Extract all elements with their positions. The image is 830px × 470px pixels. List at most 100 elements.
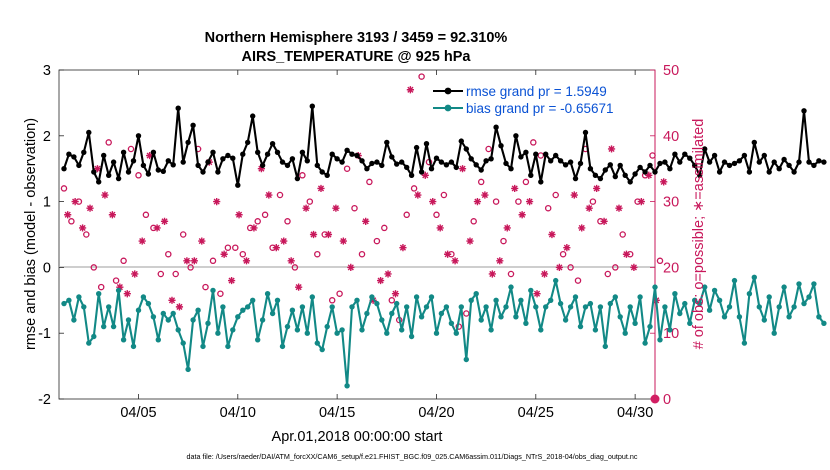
rmse-point <box>250 113 256 119</box>
x-tick-label: 04/30 <box>617 405 653 421</box>
bias-point <box>508 284 514 290</box>
obs-assimilated-series <box>64 86 668 311</box>
rmse-point <box>523 149 529 155</box>
bias-point <box>697 300 703 307</box>
bias-point <box>339 327 345 333</box>
obs-assimilated-point <box>660 178 668 186</box>
rmse-point <box>731 160 738 167</box>
rmse-point <box>736 158 743 164</box>
obs-assimilated-point <box>101 191 109 199</box>
bias-point <box>677 310 683 317</box>
legend-rmse-marker <box>444 87 452 95</box>
bias-point <box>587 300 594 307</box>
rmse-point <box>716 169 723 175</box>
rmse-point <box>801 108 807 114</box>
bias-point <box>816 314 822 320</box>
bias-point <box>453 330 459 336</box>
obs-assimilated-point <box>265 191 273 199</box>
bias-point <box>175 327 181 333</box>
bias-point <box>672 291 678 297</box>
bias-point <box>120 337 127 343</box>
rmse-point <box>553 152 559 159</box>
obs-assimilated-point <box>436 224 444 232</box>
rmse-point <box>433 155 440 161</box>
obs-assimilated-point <box>175 303 184 311</box>
bias-point <box>592 327 599 333</box>
rmse-point <box>503 160 509 167</box>
obs-assimilated-point <box>242 257 251 265</box>
legend-rmse-label: rmse grand pr = 1.5949 <box>466 84 607 99</box>
obs-possible-point <box>366 178 373 186</box>
rmse-point <box>125 169 132 175</box>
rmse-point <box>652 169 658 175</box>
obs-assimilated-point <box>190 257 198 265</box>
obs-assimilated-point <box>414 191 422 199</box>
bias-point <box>637 294 643 300</box>
rmse-point <box>637 164 643 171</box>
rmse-point <box>334 156 340 162</box>
y-tick-label-right: 50 <box>663 63 679 79</box>
obs-possible-point <box>142 211 150 219</box>
bias-point <box>652 284 658 290</box>
bias-point <box>289 307 296 313</box>
bias-point <box>255 337 261 343</box>
rmse-point <box>528 172 534 178</box>
rmse-point <box>140 162 147 169</box>
rmse-point <box>538 179 544 185</box>
rmse-point <box>86 129 92 136</box>
chart-subtitle: AIRS_TEMPERATURE @ 925 hPa <box>241 49 471 65</box>
bias-point <box>91 333 97 340</box>
obs-assimilated-point <box>525 198 534 206</box>
rmse-point <box>796 159 802 165</box>
rmse-point <box>721 159 728 165</box>
obs-possible-point <box>656 257 664 265</box>
bias-point <box>399 327 405 333</box>
rmse-point <box>612 173 618 180</box>
bias-point <box>533 304 539 310</box>
rmse-point <box>468 156 474 162</box>
x-tick-label: 04/20 <box>418 405 454 421</box>
legend-bias-marker <box>444 104 452 112</box>
bias-point <box>334 330 340 336</box>
bias-point <box>622 330 628 336</box>
bias-point <box>185 366 191 373</box>
rmse-point <box>667 166 673 172</box>
obs-assimilated-point <box>227 276 236 285</box>
obs-possible-point <box>410 185 418 192</box>
rmse-point <box>339 159 345 165</box>
rmse-point <box>314 162 320 169</box>
bias-point <box>582 304 589 310</box>
bias-point <box>135 307 142 313</box>
rmse-point <box>389 154 395 160</box>
obs-assimilated-point <box>607 145 616 153</box>
obs-assimilated-point <box>213 198 221 206</box>
obs-possible-point <box>403 211 410 219</box>
bias-point <box>354 297 360 303</box>
obs-possible-point <box>209 257 217 265</box>
rmse-point <box>776 166 782 172</box>
obs-assimilated-point <box>347 263 355 271</box>
obs-possible-point <box>515 198 522 205</box>
rmse-point <box>642 169 648 175</box>
obs-assimilated-point <box>138 237 146 245</box>
bias-point <box>438 310 445 317</box>
obs-assimilated-point <box>309 230 318 239</box>
bias-point <box>125 317 132 323</box>
bias-point <box>612 294 618 300</box>
bias-point <box>170 310 176 317</box>
obs-possible-point <box>83 231 90 238</box>
bias-point <box>324 323 330 330</box>
bias-point <box>259 317 266 323</box>
rmse-point <box>205 159 211 165</box>
obs-assimilated-point <box>458 165 467 173</box>
rmse-point <box>751 139 757 146</box>
bias-point <box>240 307 246 313</box>
obs-possible-point <box>559 250 567 258</box>
bias-point <box>543 304 549 310</box>
obs-assimilated-point <box>451 257 459 265</box>
rmse-point <box>587 166 594 172</box>
rmse-point <box>215 169 221 175</box>
rmse-point <box>791 169 797 175</box>
rmse-point <box>160 168 166 174</box>
obs-assimilated-point <box>563 244 571 252</box>
